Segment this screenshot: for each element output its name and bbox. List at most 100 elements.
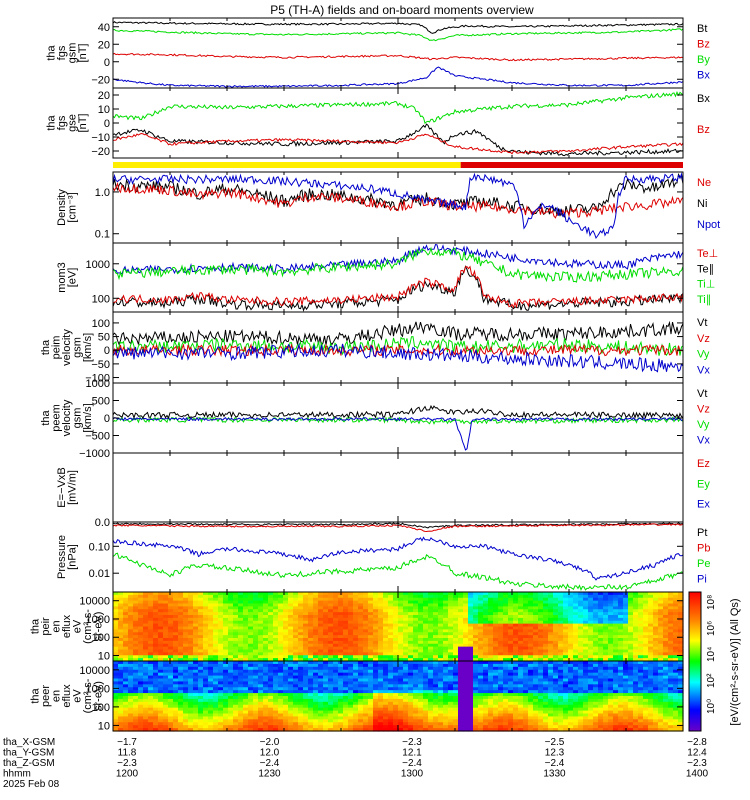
spectrogram-cell — [398, 669, 404, 674]
spectrogram-cell — [173, 620, 179, 625]
spectrogram-cell — [458, 623, 464, 628]
spectrogram-cell — [368, 649, 374, 653]
spectrogram-cell — [143, 646, 149, 651]
spectrogram-cell — [308, 690, 314, 694]
spectrogram-cell — [653, 632, 659, 636]
series-line-blue — [112, 416, 684, 451]
spectrogram-cell — [418, 690, 424, 694]
spectrogram-cell — [308, 615, 314, 619]
spectrogram-cell — [378, 638, 384, 642]
spectrogram-cell — [368, 707, 374, 712]
spectrogram-cell — [348, 722, 354, 726]
spectrogram-cell — [553, 609, 559, 613]
spectrogram-cell — [353, 701, 359, 706]
spectrogram-cell — [603, 652, 609, 656]
spectrogram-cell — [188, 646, 194, 651]
spectrogram-cell — [643, 620, 649, 625]
spectrogram-cell — [248, 638, 254, 642]
spectrogram-cell — [458, 620, 464, 625]
spectrogram-cell — [273, 658, 279, 662]
spectrogram-cell — [398, 597, 404, 602]
spectrogram-cell — [233, 728, 239, 732]
spectrogram-cell — [148, 612, 154, 616]
spectrogram-cell — [293, 609, 299, 613]
spectrogram-cell — [233, 710, 239, 715]
spectrogram-cell — [583, 606, 589, 610]
spectrogram-cell — [393, 672, 399, 677]
spectrogram-cell — [503, 681, 509, 685]
spectrogram-cell — [128, 687, 134, 691]
spectrogram-cell — [273, 690, 279, 694]
spectrogram-cell — [493, 646, 499, 651]
spectrogram-cell — [138, 716, 144, 720]
spectrogram-cell — [448, 632, 454, 636]
spectrogram-cell — [438, 710, 444, 715]
spectrogram-cell — [228, 615, 234, 619]
spectrogram-cell — [273, 687, 279, 691]
spectrogram-cell — [568, 646, 574, 651]
spectrogram-cell — [333, 635, 339, 639]
spectrogram-cell — [198, 693, 204, 697]
spectrogram-cell — [278, 615, 284, 619]
spectrogram-cell — [363, 617, 369, 622]
spectrogram-cell — [143, 707, 149, 712]
spectrogram-cell — [243, 663, 249, 668]
spectrogram-cell — [123, 669, 129, 674]
spectrogram-cell — [303, 678, 309, 683]
spectrogram-cell — [358, 615, 364, 619]
spectrogram-cell — [218, 640, 224, 645]
spectrogram-cell — [163, 672, 169, 677]
spectrogram-cell — [173, 600, 179, 605]
spectrogram-cell — [128, 594, 134, 599]
spectrogram-cell — [488, 597, 494, 602]
spectrogram-cell — [278, 725, 284, 729]
y-tick-label: 1000 — [86, 614, 110, 626]
spectrogram-cell — [593, 612, 599, 616]
spectrogram-cell — [423, 672, 429, 677]
spectrogram-cell — [228, 707, 234, 712]
spectrogram-cell — [493, 600, 499, 605]
spectrogram-cell — [153, 594, 159, 599]
spectrogram-cell — [298, 707, 304, 712]
spectrogram-cell — [638, 640, 644, 645]
spectrogram-cell — [453, 701, 459, 706]
spectrogram-cell — [458, 713, 464, 718]
spectrogram-cell — [493, 594, 499, 599]
spectrogram-cell — [583, 626, 589, 630]
spectrogram-cell — [343, 594, 349, 599]
spectrogram-cell — [208, 649, 214, 653]
spectrogram-cell — [368, 728, 374, 732]
spectrogram-cell — [268, 626, 274, 630]
spectrogram-cell — [233, 707, 239, 712]
spectrogram-cell — [653, 638, 659, 642]
spectrogram-cell — [428, 658, 434, 662]
spectrogram-cell — [123, 690, 129, 694]
spectrogram-cell — [153, 693, 159, 697]
spectrogram-cell — [418, 707, 424, 712]
spectrogram-cell — [158, 629, 164, 633]
spectrogram-cell — [288, 728, 294, 732]
spectrogram-cell — [118, 675, 124, 680]
spectrogram-cell — [583, 600, 589, 605]
y-tick-label: 0 — [104, 118, 110, 130]
spectrogram-cell — [563, 603, 569, 607]
spectrogram-cell — [543, 597, 549, 602]
spectrogram-cell — [183, 663, 189, 668]
spectrogram-cell — [428, 597, 434, 602]
spectrogram-cell — [278, 663, 284, 668]
spectrogram-cell — [458, 681, 464, 685]
spectrogram-cell — [463, 649, 469, 653]
spectrogram-cell — [238, 600, 244, 605]
spectrogram-cell — [128, 643, 134, 648]
spectrogram-cell — [413, 617, 419, 622]
spectrogram-cell — [138, 594, 144, 599]
spectrogram-cell — [198, 638, 204, 642]
spectrogram-cell — [348, 629, 354, 633]
spectrogram-cell — [223, 600, 229, 605]
spectrogram-cell — [648, 623, 654, 628]
spectrogram-cell — [673, 643, 679, 648]
spectrogram-cell — [348, 609, 354, 613]
spectrogram-cell — [418, 600, 424, 605]
spectrogram-cell — [238, 643, 244, 648]
spectrogram-cell — [238, 722, 244, 726]
